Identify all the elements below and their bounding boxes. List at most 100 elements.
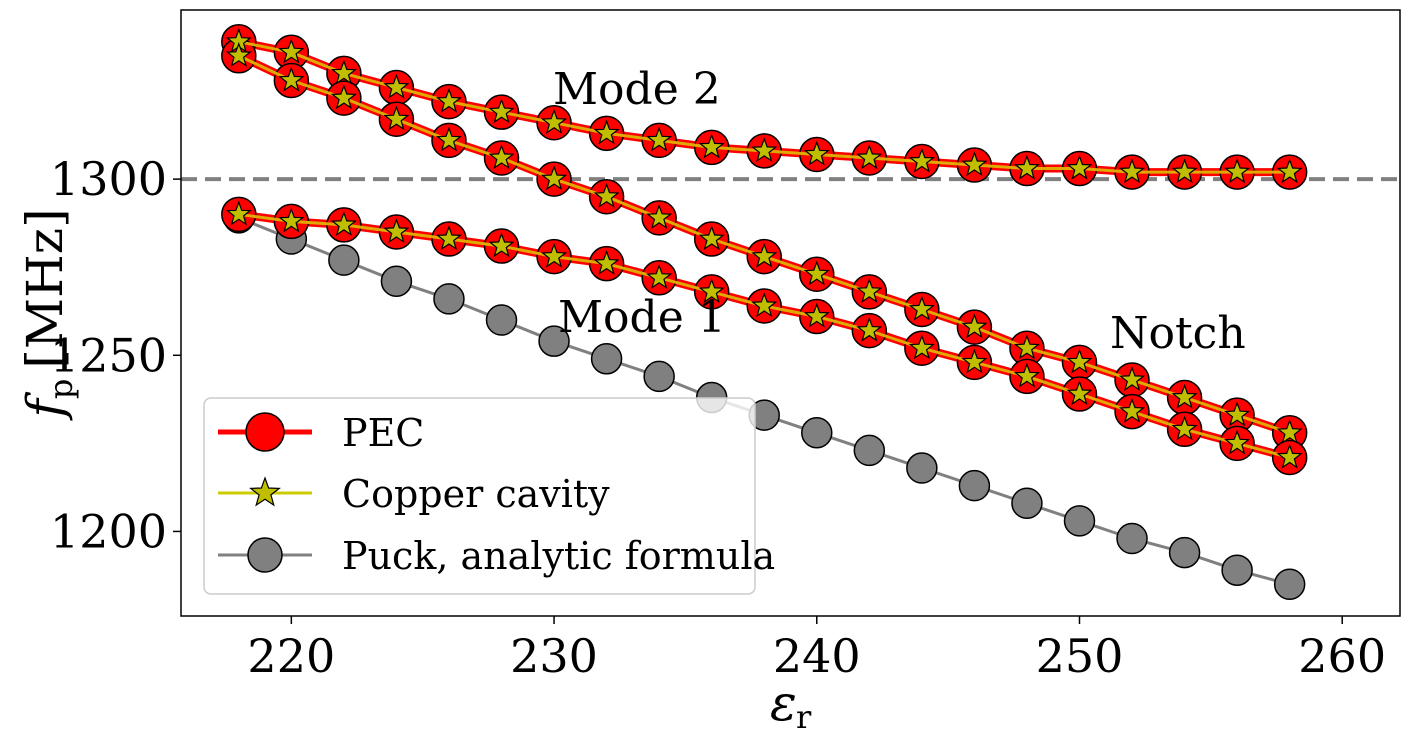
y-tick-label-1250: 1250 [50,328,167,382]
point-copper-mode-1-246 [961,348,988,374]
point-copper-notch-224 [383,105,410,131]
y-axis-subscript: p [42,379,80,399]
point-copper-mode-2-252 [1118,158,1146,184]
annotation-layer: Mode 2 Mode 1 Notch [553,64,1246,359]
legend-puck-label: Puck, analytic formula [342,534,775,578]
point-puck-234 [643,360,675,393]
point-puck-222 [328,244,360,276]
point-copper-notch-254 [1171,383,1198,409]
point-copper-mode-1-238 [751,292,778,318]
x-tick-label-250: 250 [1036,629,1124,683]
point-puck-228 [485,304,518,336]
legend-copper-marker [249,476,281,507]
annotation-mode-1: Mode 1 [558,292,726,343]
point-puck-254 [1168,536,1201,569]
point-copper-mode-1-240 [803,302,830,328]
point-copper-mode-1-228 [488,232,515,258]
annotation-mode-2: Mode 2 [553,64,721,115]
legend-entry-puck: Puck, analytic formula [218,534,775,578]
point-copper-mode-2-244 [908,147,935,173]
x-axis-symbol: ε [770,674,797,732]
x-axis-subscript: r [796,698,812,736]
point-copper-mode-2-224 [383,73,410,99]
point-copper-mode-1-254 [1171,415,1198,441]
plot-frame [180,9,1401,617]
point-copper-notch-230 [540,165,568,191]
y-tick-label-1300: 1300 [50,152,167,206]
point-copper-mode-1-226 [435,225,463,251]
x-tick-label-260: 260 [1298,629,1386,683]
point-copper-mode-1-230 [540,242,568,268]
y-axis-label-text: fp[MHz] [16,208,80,421]
legend: PEC Copper cavity Puck, analytic formula [203,397,775,595]
point-puck-244 [906,452,938,484]
point-puck-224 [380,265,413,298]
point-copper-mode-2-246 [961,151,988,177]
legend-entry-pec: PEC [218,411,424,455]
y-tick-label-1200: 1200 [50,504,167,558]
x-axis-label: ε r [770,674,812,736]
legend-copper-label: Copper cavity [342,472,610,516]
series-copper-cavity-mode-1 [225,200,1303,469]
point-puck-226 [433,283,465,315]
point-puck-248 [1011,487,1043,520]
legend-entry-copper: Copper cavity [218,472,610,516]
point-copper-mode-2-242 [856,144,883,170]
point-copper-mode-2-232 [593,119,620,145]
point-copper-mode-1-220 [278,207,305,233]
point-copper-notch-252 [1118,366,1146,392]
point-copper-notch-228 [488,144,515,170]
point-puck-242 [853,434,886,467]
x-tick-label-240: 240 [773,629,861,683]
point-copper-mode-1-258 [1276,443,1303,469]
x-tick-label-230: 230 [510,629,598,683]
point-copper-mode-2-226 [435,87,463,113]
point-copper-notch-218 [225,42,252,67]
point-copper-notch-222 [330,84,357,110]
point-copper-notch-258 [1276,419,1303,444]
point-puck-246 [958,469,991,502]
point-puck-240 [801,417,833,449]
point-copper-notch-232 [593,182,620,208]
point-copper-notch-250 [1066,348,1093,374]
point-puck-256 [1221,554,1253,586]
annotation-notch: Notch [1110,308,1246,359]
point-puck-230 [538,325,570,357]
point-copper-notch-238 [751,242,778,268]
point-copper-notch-256 [1224,401,1251,427]
series-copper-cavity-mode-2 [225,27,1303,184]
point-copper-mode-2-240 [803,140,830,166]
point-copper-notch-242 [856,278,883,304]
point-copper-mode-1-236 [698,278,725,304]
point-copper-mode-1-252 [1118,397,1146,423]
point-puck-252 [1116,522,1148,555]
point-copper-mode-1-232 [593,249,620,275]
point-copper-mode-2-254 [1171,158,1198,184]
point-copper-mode-2-230 [540,108,568,134]
point-copper-mode-1-244 [908,334,935,360]
point-copper-mode-1-222 [330,211,357,237]
point-copper-notch-244 [908,295,935,321]
point-puck-250 [1063,505,1096,537]
y-axis-label: fp[MHz] [16,208,80,421]
point-copper-notch-248 [1013,334,1041,360]
legend-puck-marker [247,537,283,573]
point-copper-mode-1-250 [1066,380,1093,406]
point-copper-mode-2-238 [751,137,778,163]
y-axis-unit: [MHz] [16,208,74,368]
point-copper-mode-1-224 [383,218,410,244]
point-copper-mode-2-220 [278,38,305,64]
point-copper-notch-236 [698,225,725,251]
point-copper-mode-2-236 [698,133,725,159]
point-copper-mode-2-228 [488,98,515,124]
point-copper-notch-240 [803,260,830,286]
point-copper-mode-1-218 [225,200,252,226]
point-copper-mode-1-234 [646,264,673,289]
legend-box [203,397,756,595]
point-copper-mode-2-222 [330,59,357,85]
x-ticks: 220 230 240 250 260 [247,616,1386,683]
point-copper-mode-2-258 [1276,158,1303,184]
point-copper-mode-1-242 [856,316,883,342]
